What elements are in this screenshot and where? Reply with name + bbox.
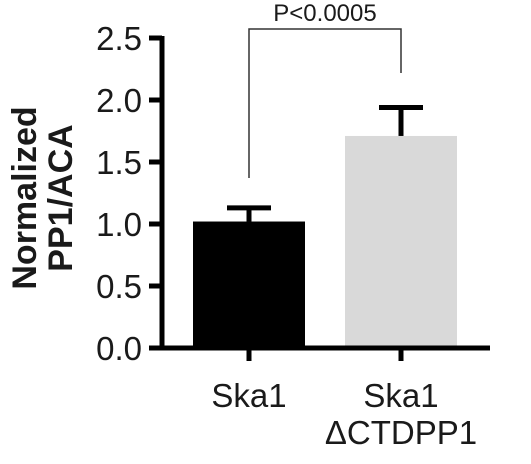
significance-annotation: P<0.0005 — [248, 0, 402, 178]
y-axis-label: Normalized PP1/ACA — [6, 106, 80, 289]
y-tick-label: 1.5 — [96, 144, 142, 181]
x-tick-label: Ska1 — [211, 377, 286, 414]
bar — [345, 135, 457, 348]
y-tick-label: 2.0 — [96, 82, 142, 119]
y-axis-label-line-1: Normalized — [6, 106, 44, 289]
y-axis-label-line-2: PP1/ACA — [42, 124, 80, 271]
y-tick-label: 2.5 — [96, 20, 142, 57]
y-tick-label: 0.0 — [96, 330, 142, 367]
p-value-label: P<0.0005 — [273, 0, 376, 27]
x-tick-label: ΔCTDPP1 — [325, 414, 477, 451]
bars — [193, 104, 457, 348]
y-tick-label: 0.5 — [96, 268, 142, 305]
y-tick-label: 1.0 — [96, 206, 142, 243]
y-axis-ticks: 0.0 0.5 1.0 1.5 2.0 2.5 — [96, 20, 162, 367]
significance-bracket — [248, 28, 402, 178]
bar — [193, 221, 305, 348]
x-tick-label: Ska1 — [363, 377, 438, 414]
axes — [159, 36, 490, 361]
